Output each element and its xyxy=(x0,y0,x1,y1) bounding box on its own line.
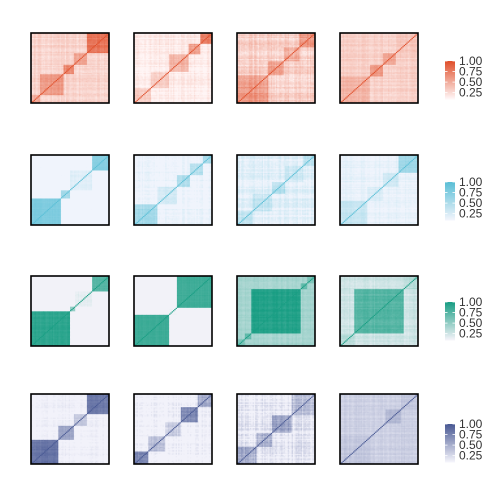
heatmap-panel-r1-c1 xyxy=(31,33,109,103)
